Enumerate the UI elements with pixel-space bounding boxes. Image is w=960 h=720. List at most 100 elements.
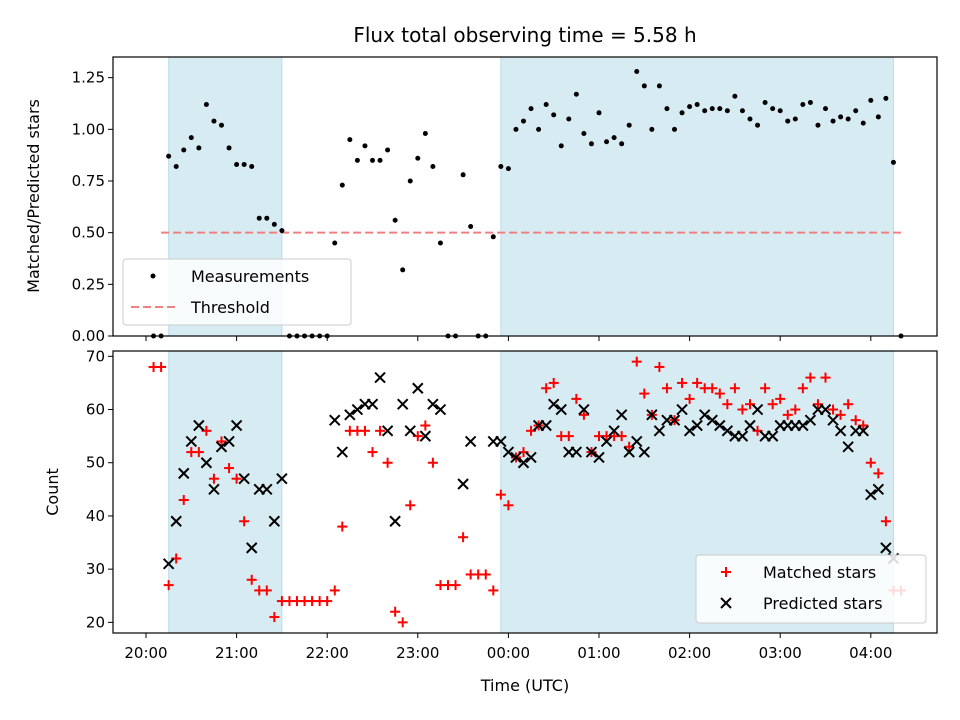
matched-star-point (797, 383, 808, 394)
matched-star-point (375, 425, 386, 436)
predicted-star-point (412, 382, 424, 394)
predicted-star-point (714, 419, 726, 432)
matched-star-point (684, 393, 695, 404)
measurement-point (437, 240, 443, 246)
measurement-point (747, 116, 753, 122)
measurement-point (528, 106, 534, 112)
measurement-point (339, 182, 345, 188)
predicted-star-point (223, 435, 235, 448)
measurement-point (762, 99, 768, 105)
matched-star-point (427, 457, 438, 468)
matched-star-point (578, 409, 589, 420)
top-y-axis-label: Matched/Predicted stars (24, 99, 43, 293)
x-tick-label: 23:00 (396, 644, 439, 662)
predicted-star-point (578, 403, 590, 416)
measurement-point (279, 228, 285, 234)
predicted-star-point (691, 419, 703, 432)
predicted-star-point (185, 435, 198, 448)
matched-star-point (178, 494, 189, 505)
measurement-point (800, 102, 806, 108)
measurement-point (694, 102, 700, 108)
predicted-star-point (389, 515, 401, 527)
legend-measurements-marker (150, 273, 156, 279)
matched-star-point (495, 489, 506, 500)
matched-star-point (503, 500, 514, 511)
matched-star-point (322, 596, 333, 607)
predicted-star-point (608, 425, 620, 437)
predicted-star-point (329, 414, 341, 426)
predicted-star-point (706, 414, 718, 426)
matched-star-point (782, 409, 793, 420)
matched-star-point (820, 372, 831, 383)
matched-star-point (873, 468, 884, 479)
matched-star-point (722, 399, 733, 410)
measurement-point (536, 126, 542, 132)
measurement-point (853, 108, 859, 114)
predicted-star-point (646, 409, 658, 421)
predicted-star-point (268, 515, 281, 527)
predicted-star-point (698, 409, 711, 421)
predicted-star-point (842, 441, 854, 453)
matched-star-point (458, 532, 469, 543)
matched-star-point (261, 585, 272, 596)
measurement-point (385, 147, 391, 153)
measurement-point (664, 106, 670, 112)
matched-star-point (359, 425, 370, 436)
predicted-star-point (344, 409, 356, 421)
predicted-star-point (540, 419, 552, 432)
predicted-star-point (162, 558, 175, 570)
bottom-legend: Matched stars Predicted stars (695, 554, 927, 624)
predicted-star-point (570, 446, 583, 458)
predicted-star-point (827, 414, 839, 426)
predicted-star-point (427, 398, 439, 410)
matched-star-point (707, 383, 718, 394)
matched-star-point (729, 383, 740, 394)
measurement-point (234, 161, 240, 167)
measurement-point (468, 223, 474, 229)
measurement-point (181, 147, 187, 153)
measurement-point (400, 267, 406, 273)
predicted-star-point (170, 515, 182, 527)
predicted-star-point (623, 446, 635, 458)
legend-predicted-label: Predicted stars (763, 594, 883, 613)
measurement-point (830, 118, 836, 124)
matched-star-point (677, 377, 688, 388)
matched-star-point (880, 516, 891, 527)
matched-star-point (767, 399, 778, 410)
predicted-star-point (638, 446, 651, 458)
measurement-point (196, 145, 202, 151)
predicted-star-point (721, 425, 734, 437)
measurement-point (415, 155, 421, 161)
measurement-point (883, 95, 889, 101)
predicted-star-point (766, 430, 779, 442)
measurement-point (596, 110, 602, 116)
measurement-point (521, 118, 526, 124)
predicted-star-point (525, 451, 537, 464)
matched-star-point (548, 377, 559, 388)
measurement-point (188, 135, 194, 141)
matched-star-point (571, 393, 582, 404)
y-tick-label: 60 (86, 401, 105, 419)
measurement-point (641, 83, 647, 89)
x-tick-label: 00:00 (487, 644, 530, 662)
matched-star-point (367, 447, 378, 458)
matched-star-point (239, 516, 250, 527)
predicted-star-point (819, 403, 832, 416)
matched-star-point (269, 612, 280, 623)
measurement-point (581, 130, 587, 136)
predicted-star-point (797, 419, 809, 432)
matched-star-point (843, 399, 854, 410)
matched-star-point (639, 388, 650, 399)
matched-star-point (450, 580, 461, 591)
measurement-point (211, 118, 217, 124)
matched-star-point (208, 473, 219, 484)
measurement-point (203, 102, 209, 108)
predicted-star-point (593, 451, 605, 464)
x-tick-label: 01:00 (577, 644, 620, 662)
measurement-point (604, 139, 610, 145)
predicted-star-point (396, 398, 409, 410)
chart-title: Flux total observing time = 5.58 h (353, 23, 696, 47)
predicted-star-point (351, 403, 364, 416)
measurement-point (256, 215, 262, 221)
measurement-point (392, 217, 398, 223)
